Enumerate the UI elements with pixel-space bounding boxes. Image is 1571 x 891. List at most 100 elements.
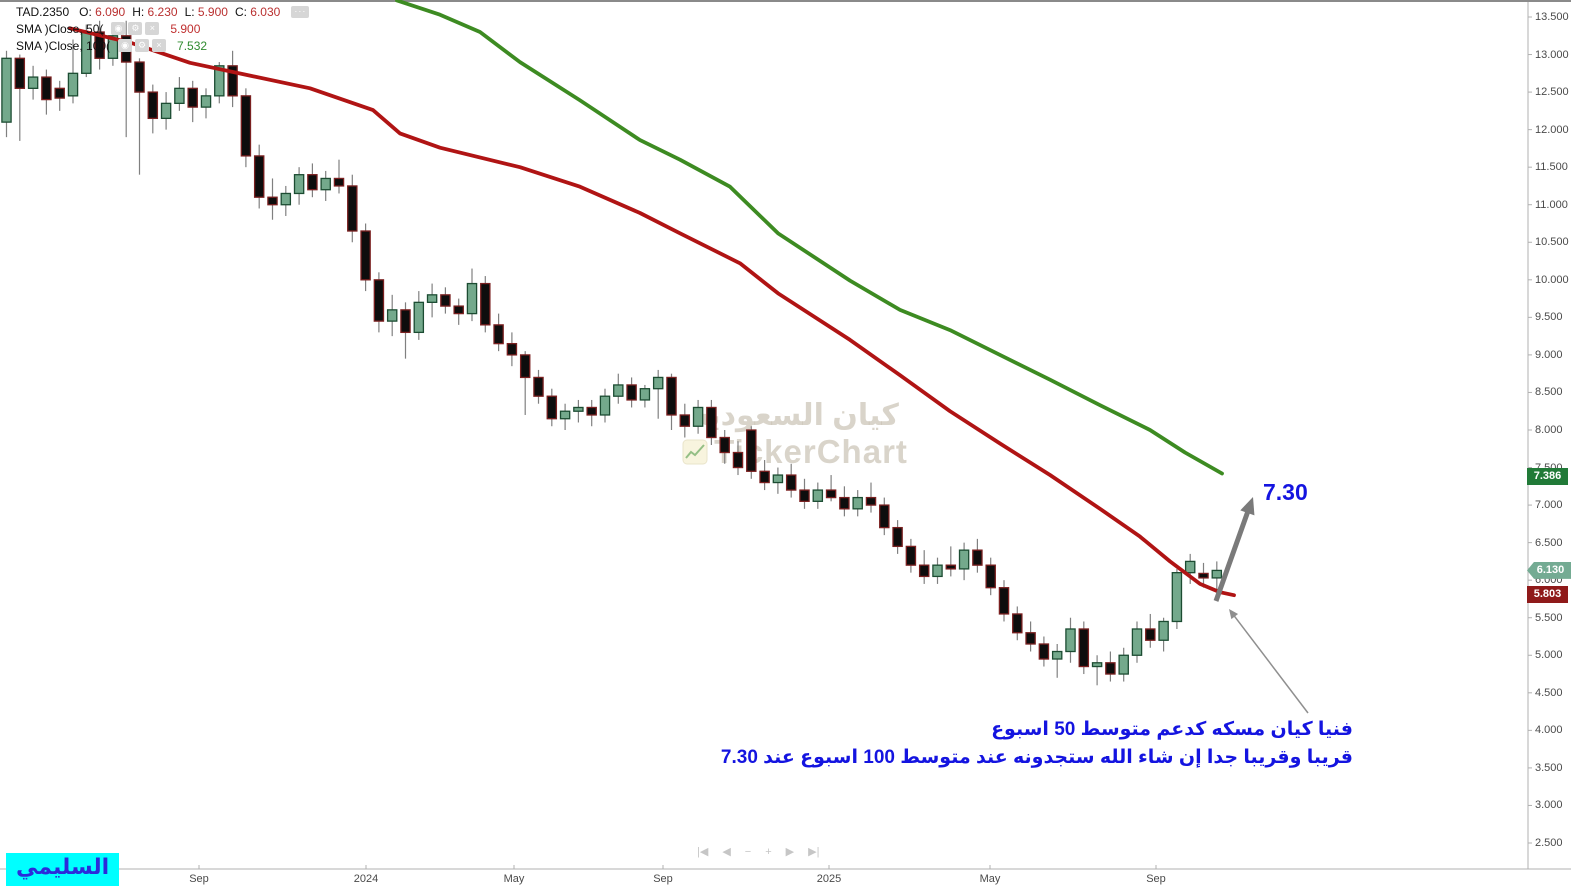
- candle-up: [1, 57, 12, 123]
- candle-down: [706, 406, 717, 439]
- candle-up: [386, 309, 398, 322]
- sma50-line: [68, 26, 1236, 598]
- y-tick-label: 11.000: [1535, 198, 1568, 211]
- y-tick-label: 9.500: [1535, 311, 1563, 324]
- candle-down: [333, 177, 345, 187]
- candle-up: [413, 301, 425, 334]
- candle-down: [1078, 628, 1090, 668]
- last-price-tag: 6.130: [1527, 561, 1571, 579]
- y-tick-label: 10.000: [1535, 273, 1569, 286]
- y-tick-label: 8.500: [1535, 386, 1563, 399]
- y-tick-label: 2.500: [1535, 836, 1563, 849]
- author-badge: السليمي: [6, 853, 120, 886]
- analysis-note-line1: فنيا كيان مسكه كدعم متوسط 50 اسبوع: [991, 719, 1353, 740]
- candle-up: [852, 496, 863, 510]
- candle-down: [799, 489, 810, 502]
- candle-down: [400, 309, 411, 334]
- candle-down: [998, 587, 1010, 615]
- candle-down: [360, 230, 371, 281]
- y-tick-label: 9.000: [1535, 348, 1563, 361]
- y-tick-label: 4.500: [1535, 686, 1563, 699]
- candle-down: [506, 342, 518, 356]
- candle-up: [639, 388, 651, 401]
- y-tick-label: 13.500: [1535, 11, 1569, 23]
- candle-up: [559, 410, 571, 420]
- candle-up: [1131, 628, 1143, 656]
- x-tick-label: May: [979, 873, 1001, 885]
- candle-down: [972, 549, 983, 566]
- zoom-in-button[interactable]: +: [765, 845, 772, 858]
- close-icon[interactable]: ×: [152, 39, 167, 52]
- gear-icon[interactable]: ⚙: [128, 22, 143, 35]
- go-start-button[interactable]: |◀: [697, 846, 709, 858]
- candle-down: [41, 76, 52, 101]
- candle-up: [280, 192, 292, 206]
- chart-nav-toolbar: |◀ ◀ − + ▶ ▶|: [697, 845, 820, 859]
- ohlc-high: H: 6.230: [132, 4, 178, 19]
- y-tick-label: 7.000: [1535, 499, 1563, 512]
- go-end-button[interactable]: ▶|: [808, 846, 820, 858]
- candle-up: [67, 72, 79, 97]
- candle-down: [626, 384, 637, 401]
- ohlc-open: O: 6.090: [79, 4, 126, 19]
- candle-down: [719, 436, 730, 454]
- time-axis[interactable]: Sep 2024 May Sep 2025 May Sep: [0, 869, 1571, 891]
- candle-up: [320, 177, 331, 191]
- candle-down: [892, 526, 903, 548]
- candle-down: [440, 294, 451, 307]
- y-tick-label: 11.500: [1535, 161, 1568, 174]
- y-tick-label: 10.500: [1535, 236, 1569, 249]
- window-top-border: [0, 0, 1571, 2]
- scroll-left-button[interactable]: ◀: [722, 846, 731, 858]
- eye-icon[interactable]: ◉: [118, 39, 133, 52]
- candle-down: [1105, 662, 1116, 675]
- sma50-label: SMA )Close, 50(: [16, 21, 104, 36]
- sma100-line: [395, 0, 1224, 476]
- candle-down: [1038, 643, 1050, 660]
- gear-icon[interactable]: ⚙: [135, 39, 150, 52]
- y-tick-label: 5.500: [1535, 611, 1563, 624]
- target-price-annotation: 7.30: [1263, 479, 1308, 505]
- thin-arrow-head: [1229, 609, 1239, 620]
- ohlc-low: L: 5.900: [184, 4, 228, 19]
- sma100-label: SMA )Close, 100(: [16, 38, 111, 53]
- x-tick-label: Sep: [653, 873, 673, 885]
- candle-down: [493, 324, 504, 345]
- candle-up: [1211, 569, 1223, 579]
- candle-down: [94, 31, 105, 59]
- indicator-row-sma100: SMA )Close, 100( ◉ ⚙ × 7.532: [16, 37, 309, 54]
- candle-down: [1012, 613, 1023, 634]
- y-tick-label: 12.000: [1535, 123, 1569, 136]
- candle-up: [200, 95, 212, 108]
- y-tick-label: 4.000: [1535, 724, 1563, 737]
- more-options-button[interactable]: ···: [291, 5, 310, 18]
- candle-down: [945, 564, 957, 570]
- symbol-label: TAD.2350: [16, 4, 70, 19]
- y-tick-label: 12.500: [1535, 86, 1569, 99]
- candle-down: [147, 91, 159, 120]
- candle-up: [174, 87, 185, 105]
- candle-down: [54, 87, 65, 99]
- analysis-note-line2: قريبا وقريبا جدا إن شاء الله ستجدونه عند…: [720, 747, 1353, 768]
- candle-up: [599, 395, 611, 416]
- candle-up: [1118, 654, 1129, 675]
- candle-up: [426, 294, 438, 303]
- close-icon[interactable]: ×: [145, 22, 160, 35]
- candle-up: [613, 384, 624, 397]
- eye-icon[interactable]: ◉: [111, 22, 126, 35]
- sma100-value: 7.532: [177, 38, 208, 53]
- analysis-note: فنيا كيان مسكه كدعم متوسط 50 اسبوع قريبا…: [721, 716, 1353, 772]
- candle-up: [27, 76, 39, 89]
- candle-up: [932, 564, 943, 578]
- scroll-right-button[interactable]: ▶: [785, 846, 795, 858]
- symbol-row: TAD.2350 O: 6.090 H: 6.230 L: 5.900 C: 6…: [16, 3, 310, 20]
- zoom-out-button[interactable]: −: [744, 845, 752, 858]
- candle-up: [812, 489, 824, 502]
- y-tick-label: 3.000: [1535, 799, 1563, 812]
- price-axis[interactable]: 13.500 13.000 12.500 12.000 11.500 11.000 10.5…: [1529, 0, 1571, 869]
- candle-down: [839, 496, 850, 510]
- candle-up: [214, 65, 225, 97]
- big-arrow: [1213, 511, 1250, 602]
- x-tick-label: May: [503, 873, 525, 885]
